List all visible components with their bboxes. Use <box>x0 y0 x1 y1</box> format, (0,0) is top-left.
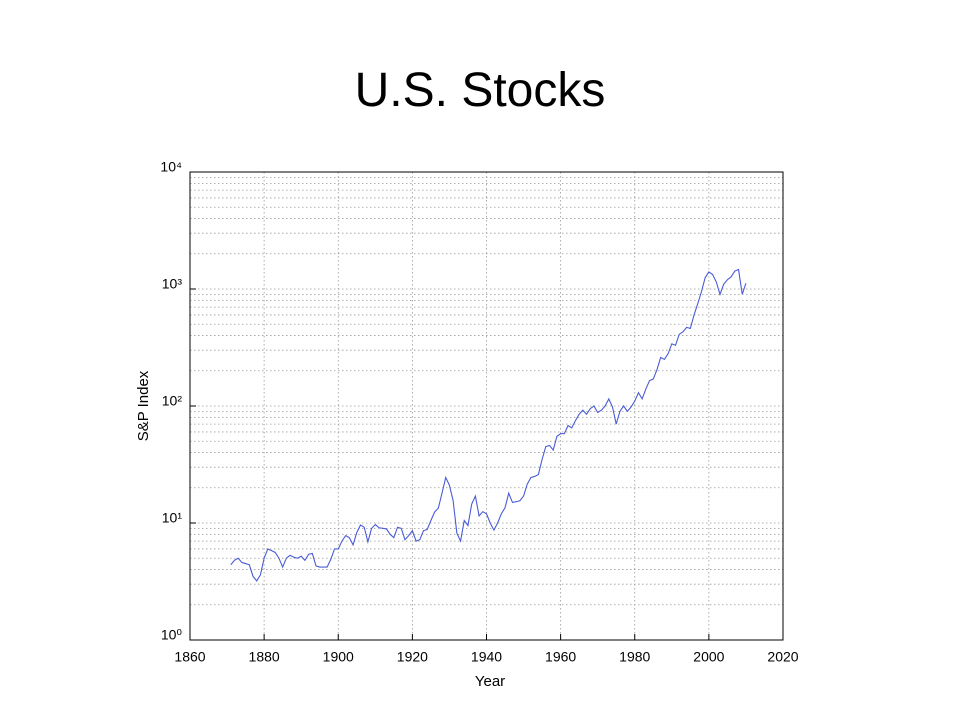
x-tick-label: 1960 <box>545 649 576 665</box>
x-tick-label: 1940 <box>471 649 502 665</box>
y-axis-label: S&P Index <box>135 370 152 441</box>
x-tick-label: 2000 <box>693 649 724 665</box>
y-tick-label: 10² <box>162 393 183 409</box>
line-series <box>230 268 747 582</box>
y-tick-label: 10⁰ <box>161 627 183 643</box>
x-tick-label: 1860 <box>174 649 205 665</box>
x-tick-label: 1900 <box>323 649 354 665</box>
plot-frame <box>189 171 784 641</box>
x-tick-label: 1920 <box>397 649 428 665</box>
x-tick-label: 2020 <box>767 649 798 665</box>
chart-title: U.S. Stocks <box>355 64 606 117</box>
y-tick-label: 10⁴ <box>160 159 182 175</box>
y-tick-label: 10¹ <box>162 510 183 526</box>
x-axis-label: Year <box>475 673 505 690</box>
x-tick-label: 1880 <box>249 649 280 665</box>
y-tick-label: 10³ <box>162 276 183 292</box>
x-tick-label: 1980 <box>619 649 650 665</box>
